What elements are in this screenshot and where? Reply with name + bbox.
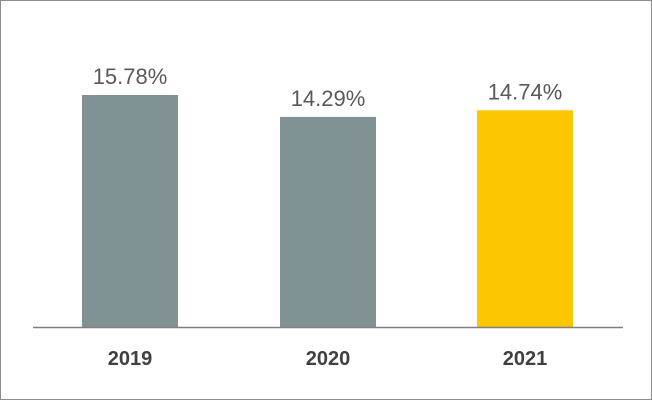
bar-2021 [477,110,573,327]
x-tick-label-2021: 2021 [503,348,548,370]
bar-2019 [82,95,178,327]
x-tick-label-2019: 2019 [108,348,153,370]
bar-2020 [280,116,376,327]
data-label-2020: 14.29% [291,86,366,111]
data-label-2021: 14.74% [488,79,563,104]
data-label-2019: 15.78% [93,64,168,89]
x-tick-label-2020: 2020 [306,348,351,370]
